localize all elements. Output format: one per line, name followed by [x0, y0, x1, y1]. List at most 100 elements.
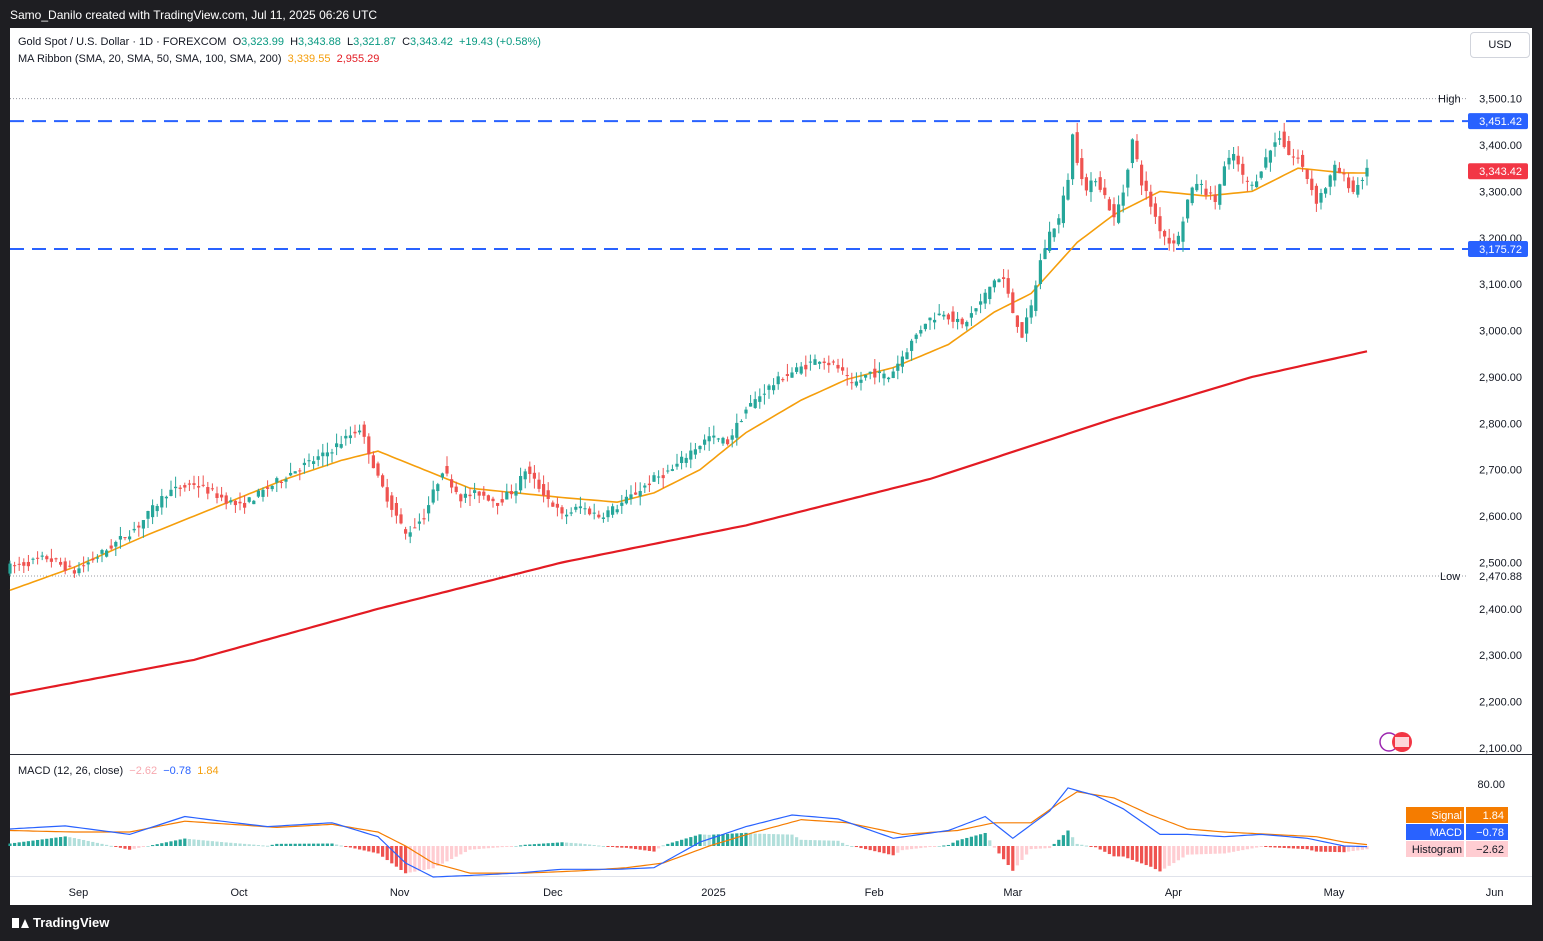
candle-up	[348, 435, 352, 439]
candle-up	[808, 361, 812, 363]
ma-label: MA Ribbon (SMA, 20, SMA, 50, SMA, 100, S…	[18, 53, 282, 65]
candle-up	[261, 489, 265, 497]
histogram-bar	[937, 846, 941, 847]
candle-down	[1287, 141, 1291, 156]
candle-up	[523, 471, 527, 480]
histogram-bar	[385, 846, 389, 861]
candle-up	[339, 444, 343, 448]
histogram-bar	[551, 842, 555, 846]
candle-up	[914, 334, 918, 339]
macd-axis-tick-label: 80.00	[1477, 779, 1505, 791]
candle-down	[26, 561, 30, 567]
candle-down	[1167, 237, 1171, 244]
histogram-bar	[560, 842, 564, 846]
histogram-bar	[643, 846, 647, 851]
candle-down	[1209, 192, 1213, 194]
macd-legend[interactable]: MACD (12, 26, close) −2.62 −0.78 1.84	[18, 765, 219, 777]
tradingview-logo[interactable]: TradingView	[12, 915, 109, 930]
histogram-bar	[956, 840, 960, 846]
candle-up	[358, 430, 362, 433]
currency-button[interactable]: USD	[1470, 32, 1530, 58]
ma-legend[interactable]: MA Ribbon (SMA, 20, SMA, 50, SMA, 100, S…	[18, 53, 379, 65]
candle-up	[141, 520, 145, 529]
candle-up	[1186, 199, 1190, 219]
candle-up	[247, 497, 251, 502]
x-axis-tick-label: Nov	[390, 887, 410, 899]
histogram-bar	[477, 846, 481, 849]
histogram-bar	[201, 840, 205, 846]
histogram-bar	[1342, 846, 1346, 853]
candle-up	[643, 485, 647, 488]
candle-up	[1094, 181, 1098, 183]
histogram-bar	[238, 843, 242, 846]
histogram-bar	[919, 846, 923, 849]
candle-up	[293, 471, 297, 474]
y-axis-tick-label: 3,000.00	[1479, 326, 1522, 338]
histogram-bar	[1186, 846, 1190, 855]
macd-signal-tag-label: Signal	[1431, 810, 1462, 822]
candle-up	[795, 367, 799, 372]
histogram-bar	[1328, 846, 1332, 852]
histogram-bar	[983, 832, 987, 846]
symbol-legend[interactable]: Gold Spot / U.S. Dollar · 1D · FOREXCOM …	[18, 36, 541, 48]
y-axis-tick-label: 2,900.00	[1479, 372, 1522, 384]
candle-up	[1130, 139, 1134, 164]
high-price-label-bg	[1468, 90, 1528, 107]
candle-down	[1075, 132, 1079, 163]
candle-down	[454, 486, 458, 493]
x-axis-tick-label: 2025	[701, 887, 725, 899]
candle-up	[128, 536, 132, 540]
histogram-bar	[1025, 846, 1029, 855]
chart-frame[interactable]	[10, 28, 1532, 905]
histogram-bar	[887, 846, 891, 855]
candle-up	[937, 313, 941, 316]
candle-up	[431, 489, 435, 503]
candle-up	[95, 557, 99, 559]
candle-down	[22, 562, 26, 566]
candle-up	[1195, 183, 1199, 191]
candle-up	[1232, 153, 1236, 161]
histogram-bar	[707, 834, 711, 846]
histogram-bar	[348, 846, 352, 848]
histogram-bar	[26, 841, 30, 846]
high-text-label: High	[1438, 94, 1461, 106]
histogram-bar	[302, 843, 306, 846]
candle-up	[983, 292, 987, 304]
histogram-bar	[128, 846, 132, 850]
candle-up	[1029, 305, 1033, 318]
candle-up	[620, 502, 624, 506]
histogram-bar	[1011, 846, 1015, 871]
histogram-bar	[243, 843, 247, 846]
candle-down	[1342, 173, 1346, 175]
histogram-bar	[896, 846, 900, 853]
candle-down	[1172, 240, 1176, 244]
flag-icon-stripes	[1395, 737, 1409, 747]
x-axis-tick-label: Sep	[69, 887, 89, 899]
candle-down	[1296, 157, 1300, 159]
candle-up	[40, 555, 44, 557]
resistance-price-label: 3,451.42	[1479, 116, 1522, 128]
candle-up	[744, 409, 748, 414]
candle-down	[551, 502, 555, 507]
change-value: +19.43 (+0.58%)	[458, 36, 541, 48]
histogram-bar	[353, 846, 357, 849]
candle-down	[1011, 292, 1015, 314]
histogram-bar	[187, 838, 191, 846]
histogram-bar	[192, 839, 196, 846]
candle-down	[1144, 180, 1148, 192]
histogram-bar	[335, 844, 339, 846]
candle-down	[468, 494, 472, 497]
candle-up	[923, 323, 927, 330]
y-axis-tick-label: 2,300.00	[1479, 650, 1522, 662]
candle-up	[1048, 231, 1052, 251]
candle-up	[762, 393, 766, 395]
x-axis-tick-label: May	[1324, 887, 1345, 899]
macd-line-tag-label: MACD	[1430, 827, 1462, 839]
candle-up	[1328, 175, 1332, 187]
candle-down	[509, 491, 513, 495]
candle-down	[1153, 203, 1157, 217]
candle-up	[1222, 166, 1226, 186]
histogram-bar	[666, 843, 670, 846]
candle-down	[546, 490, 550, 499]
